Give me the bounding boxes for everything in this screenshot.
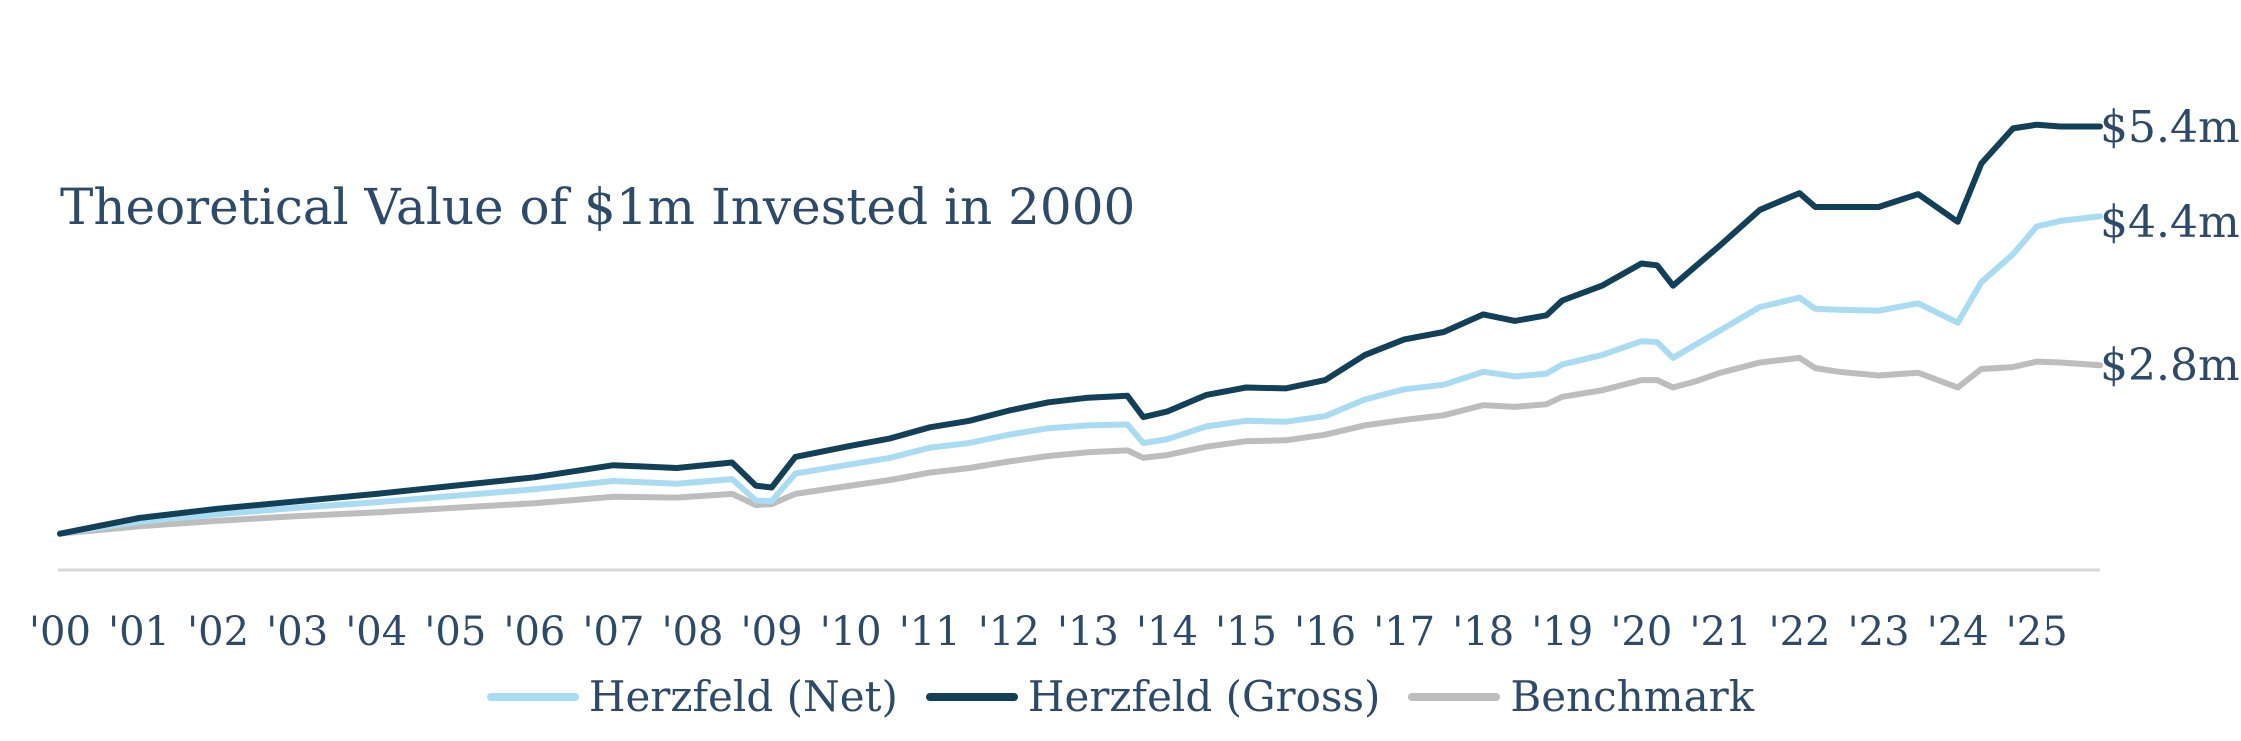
x-tick-label: '19 bbox=[1531, 609, 1593, 655]
x-tick-label: '02 bbox=[187, 609, 249, 655]
x-tick-label: '20 bbox=[1610, 609, 1672, 655]
end-value-labels: $5.4m $4.4m $2.8m bbox=[2100, 102, 2240, 391]
x-tick-label: '00 bbox=[29, 609, 91, 655]
x-tick-label: '22 bbox=[1769, 609, 1831, 655]
series-line-herzfeld-gross bbox=[57, 121, 2103, 537]
legend-label: Benchmark bbox=[1510, 672, 1755, 721]
x-tick-label: '24 bbox=[1927, 609, 1989, 655]
legend-item: Herzfeld (Net) bbox=[486, 672, 898, 721]
chart-title: Theoretical Value of $1m Invested in 200… bbox=[60, 178, 1136, 236]
x-tick-label: '12 bbox=[978, 609, 1040, 655]
end-value-label: $4.4m bbox=[2100, 197, 2240, 248]
x-tick-label: '09 bbox=[741, 609, 803, 655]
x-tick-label: '13 bbox=[1057, 609, 1119, 655]
x-tick-label: '03 bbox=[266, 609, 328, 655]
legend-item: Herzfeld (Gross) bbox=[925, 672, 1381, 721]
x-tick-label: '10 bbox=[820, 609, 882, 655]
x-tick-label: '01 bbox=[108, 609, 170, 655]
legend-item: Benchmark bbox=[1408, 672, 1754, 721]
x-tick-label: '21 bbox=[1690, 609, 1752, 655]
series-line-benchmark bbox=[57, 354, 2103, 537]
x-tick-label: '25 bbox=[2006, 609, 2068, 655]
x-tick-label: '05 bbox=[424, 609, 486, 655]
x-tick-label: '18 bbox=[1452, 609, 1514, 655]
x-tick-label: '17 bbox=[1373, 609, 1435, 655]
legend-swatch bbox=[925, 692, 1018, 701]
legend-label: Herzfeld (Net) bbox=[588, 672, 898, 721]
legend-label: Herzfeld (Gross) bbox=[1027, 672, 1381, 721]
x-tick-label: '08 bbox=[662, 609, 724, 655]
x-tick-label: '04 bbox=[345, 609, 407, 655]
x-tick-label: '23 bbox=[1848, 609, 1910, 655]
end-value-label: $5.4m bbox=[2100, 102, 2240, 153]
legend-swatch bbox=[486, 692, 579, 701]
x-tick-label: '06 bbox=[503, 609, 565, 655]
legend: Herzfeld (Net) Herzfeld (Gross) Benchmark bbox=[0, 672, 2241, 721]
x-tick-label: '16 bbox=[1294, 609, 1356, 655]
series-line-herzfeld-net bbox=[57, 213, 2103, 537]
end-value-label: $2.8m bbox=[2100, 340, 2240, 391]
x-tick-label: '11 bbox=[899, 609, 961, 655]
series-lines bbox=[57, 121, 2103, 537]
x-tick-label: '14 bbox=[1136, 609, 1198, 655]
x-tick-labels: '00 '01 '02 '03 '04 '05 '06 '07 '08 '09 '10 '11 '12 '… bbox=[29, 609, 2068, 655]
legend-swatch bbox=[1408, 692, 1501, 701]
x-tick-label: '07 bbox=[583, 609, 645, 655]
x-tick-label: '15 bbox=[1215, 609, 1277, 655]
